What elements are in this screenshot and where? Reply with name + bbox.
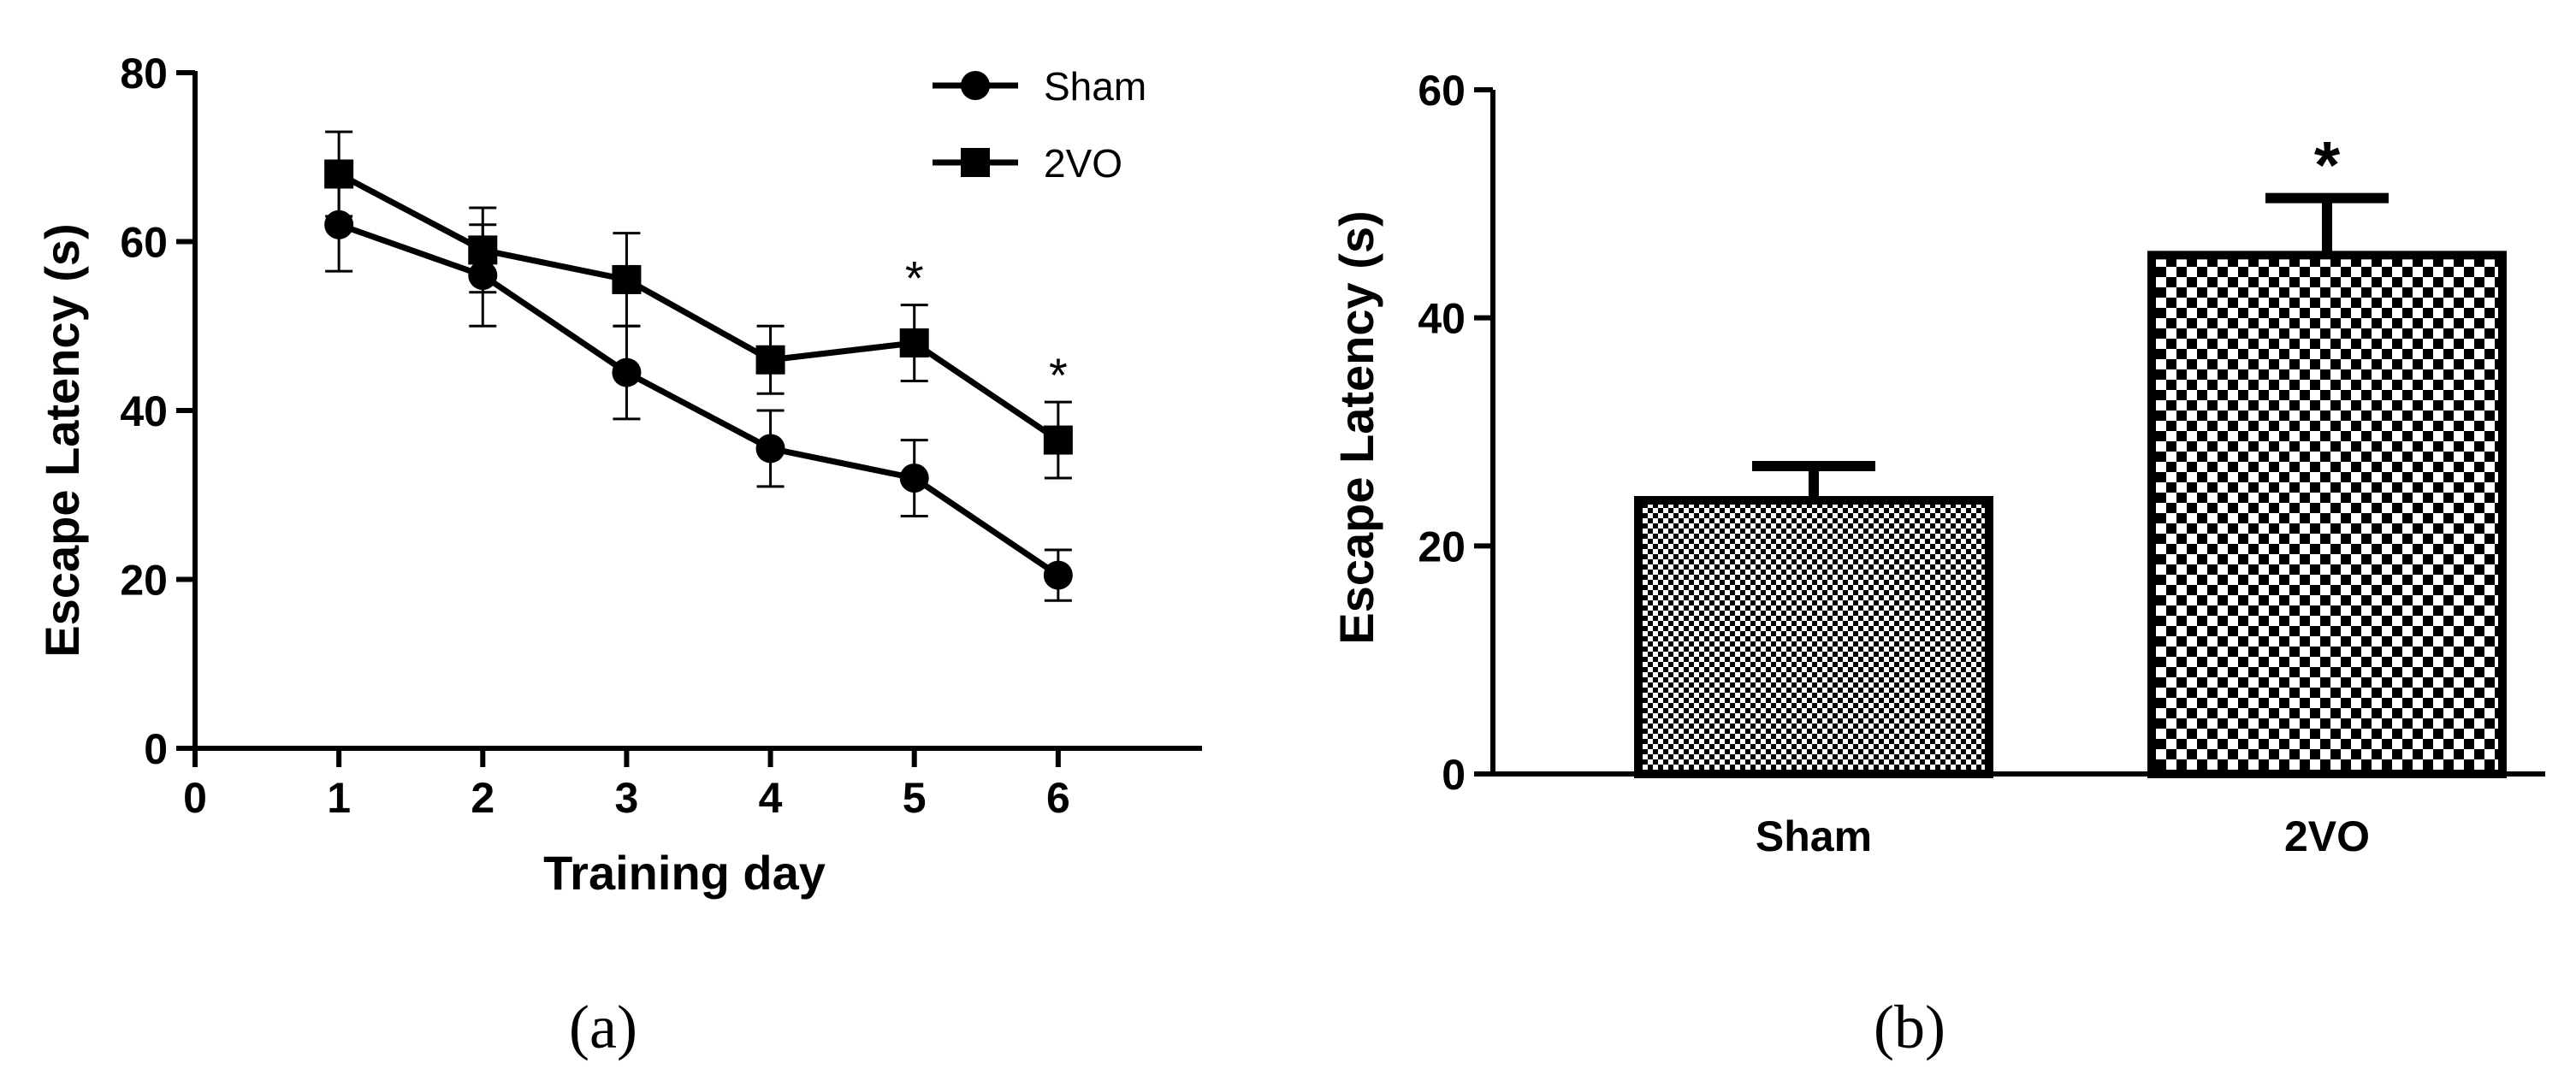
panel-b-y-axis-title: Escape Latency (s) (1329, 210, 1383, 644)
panel-a-y-tick-label: 20 (120, 557, 168, 605)
panel-a-x-tick-label: 0 (183, 774, 207, 822)
significance-star: * (1049, 348, 1068, 402)
data-point-sham (612, 357, 642, 387)
panel-a-x-tick-label: 3 (615, 774, 639, 822)
panel-a-x-tick-label: 5 (903, 774, 927, 822)
legend-circle-marker (961, 71, 990, 100)
bar-sham (1634, 496, 1993, 778)
panel-a-x-axis-title: Training day (543, 846, 826, 900)
category-label-sham: Sham (1756, 812, 1872, 860)
panel-a-legend: Sham 2VO (933, 64, 1146, 186)
data-point-2vo (1043, 425, 1073, 455)
category-label-2vo: 2VO (2284, 812, 2370, 860)
panel-a-axes (176, 70, 1202, 767)
significance-star: * (2314, 127, 2341, 203)
panel-a-y-axis-title: Escape Latency (s) (35, 223, 89, 657)
panel-b-tick-labels: 0 20 40 60 Sham 2VO (1418, 67, 2370, 860)
data-point-sham (899, 464, 929, 493)
data-point-sham (755, 434, 785, 464)
panel-b-y-tick-label: 20 (1418, 523, 1466, 570)
bar-2vo (2147, 251, 2507, 779)
data-point-2vo (755, 345, 785, 375)
data-point-2vo (899, 328, 929, 357)
data-point-2vo (612, 264, 642, 294)
legend-square-marker (961, 148, 990, 177)
panel-a-caption: (a) (569, 993, 637, 1061)
panel-b-bars (1634, 192, 2507, 779)
panel-a-y-tick-label: 40 (120, 387, 168, 435)
panel-b-bar-chart: 0 20 40 60 Sham 2VO * Escape Latency (s) (b) (1329, 67, 2545, 1061)
significance-star: * (905, 251, 924, 305)
series-line-2vo (337, 171, 1060, 443)
panel-a-x-tick-label: 6 (1046, 774, 1070, 822)
panel-a-y-tick-label: 0 (144, 725, 168, 773)
panel-b-y-tick-label: 40 (1418, 295, 1466, 343)
data-point-2vo (324, 159, 354, 189)
panel-a-series (324, 130, 1073, 602)
legend-item-sham: Sham (933, 64, 1146, 109)
legend-label-sham: Sham (1044, 64, 1146, 109)
panel-a-y-tick-label: 60 (120, 219, 168, 267)
panel-a-tick-labels: 0 20 40 60 80 0 1 2 3 4 5 6 (120, 50, 1069, 822)
panel-a-x-tick-label: 2 (471, 774, 494, 822)
data-point-2vo (468, 235, 498, 265)
panel-a-y-tick-label: 80 (120, 50, 168, 97)
panel-a-annotations: ** (905, 251, 1068, 403)
legend-item-2vo: 2VO (933, 141, 1122, 186)
panel-b-caption: (b) (1874, 993, 1945, 1061)
panel-a-x-tick-label: 1 (327, 774, 351, 822)
panel-a-x-tick-label: 4 (759, 774, 783, 822)
panel-b-y-tick-label: 60 (1418, 67, 1466, 115)
legend-label-2vo: 2VO (1044, 141, 1122, 186)
data-point-sham (1043, 560, 1073, 590)
panel-b-y-tick-label: 0 (1442, 751, 1466, 799)
series-line-sham (337, 221, 1060, 578)
panel-b-annotations: * (2314, 127, 2341, 203)
